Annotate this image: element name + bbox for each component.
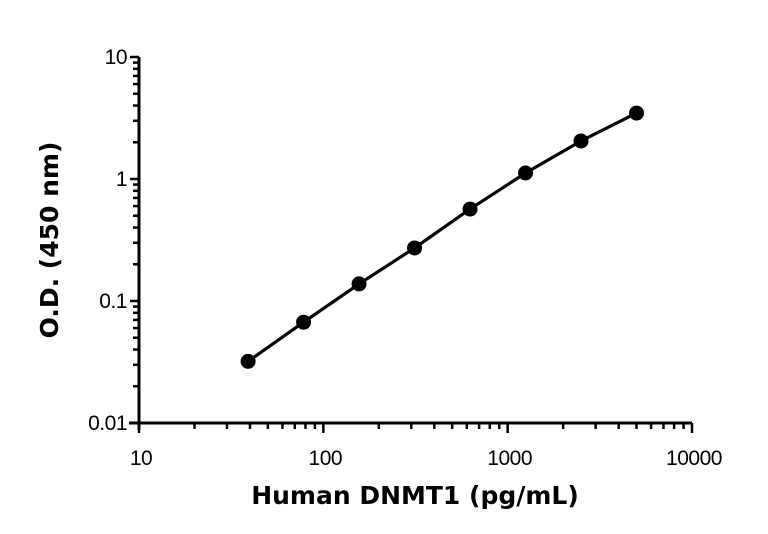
y-tick-label: 0.1 [99, 290, 127, 313]
data-point [240, 353, 256, 369]
x-tick-label: 1000 [487, 447, 532, 470]
y-tick-label: 0.01 [88, 412, 127, 435]
x-tick-label: 10 [130, 447, 152, 470]
data-point [518, 165, 534, 181]
y-tick-label: 10 [105, 46, 127, 69]
y-axis [130, 55, 141, 430]
data-point [407, 240, 423, 256]
data-point [573, 133, 589, 149]
x-tick-label: 100 [309, 447, 343, 470]
data-point [296, 314, 312, 330]
y-axis-title: O.D. (450 nm) [35, 142, 64, 339]
series-line [247, 111, 638, 363]
y-tick-label: 1 [116, 168, 127, 191]
data-point [629, 105, 645, 121]
x-axis-title: Human DNMT1 (pg/mL) [251, 481, 579, 510]
data-point [462, 201, 478, 217]
data-point [351, 276, 367, 292]
y-tick-labels: 0.01 0.1 1 10 [88, 46, 127, 435]
series-points [240, 105, 645, 369]
x-tick-label: 10000 [666, 447, 722, 470]
x-tick-labels: 10 100 1000 10000 [130, 447, 723, 470]
x-axis [129, 421, 694, 433]
